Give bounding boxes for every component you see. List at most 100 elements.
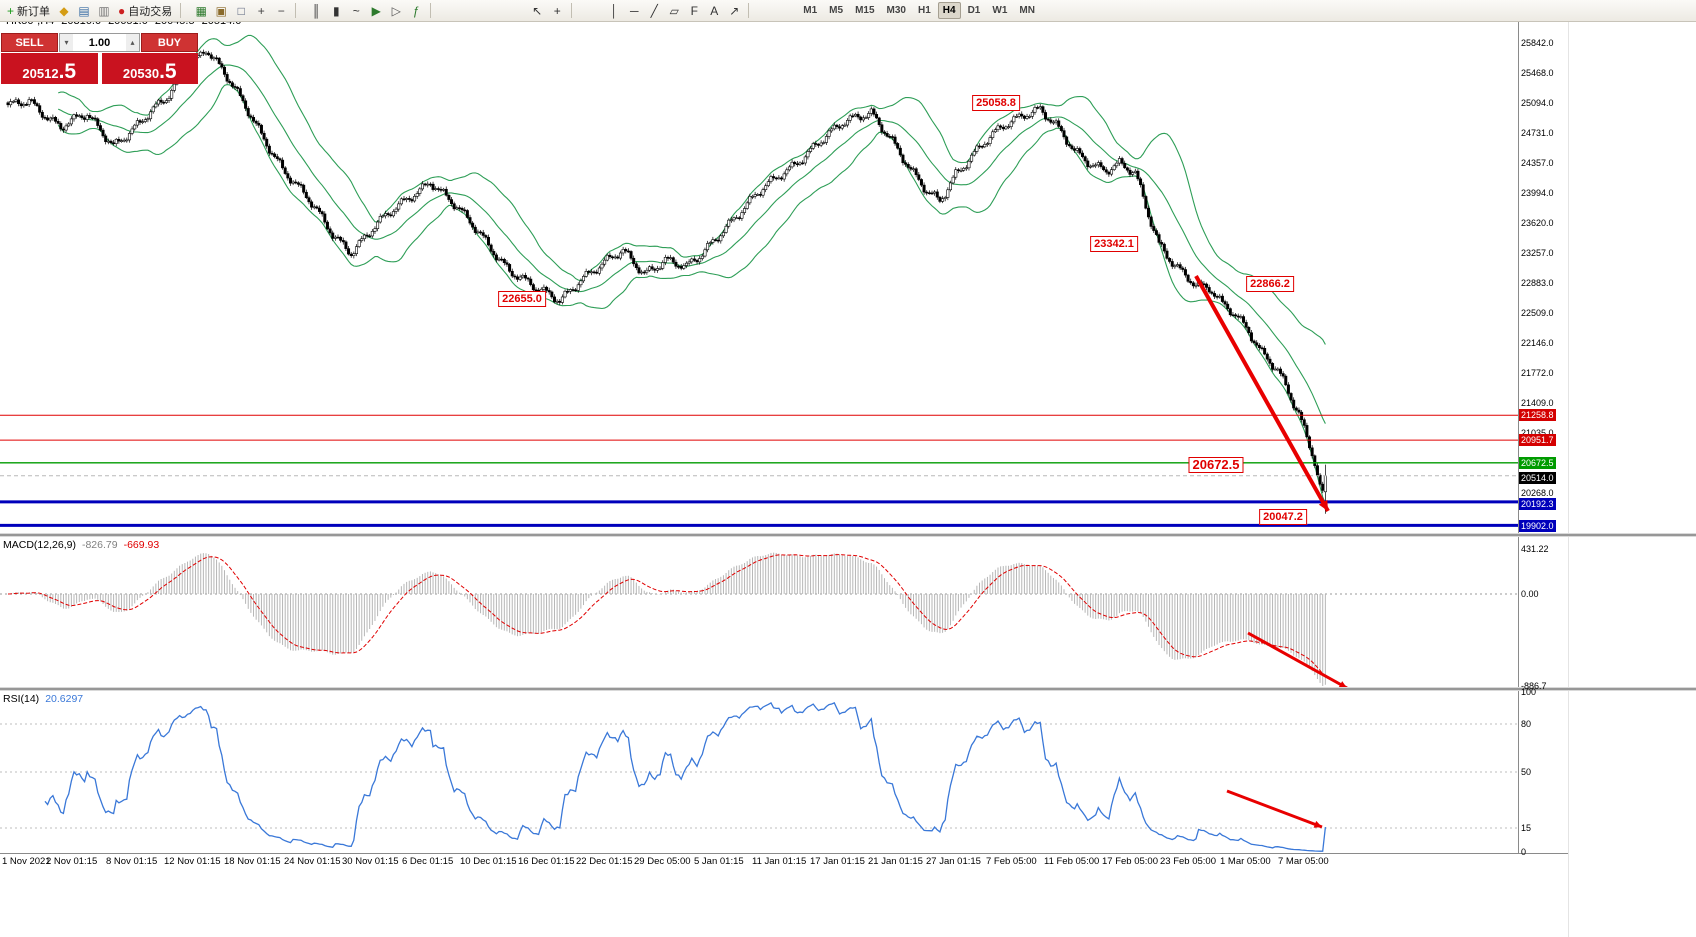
macd-signal-line — [7, 554, 1326, 677]
price-scale-border — [1518, 22, 1519, 853]
macd-indicator-pane[interactable] — [0, 537, 1696, 687]
new-order-button[interactable]: + 新订单 — [3, 1, 54, 20]
time-axis-label: 16 Dec 01:15 — [518, 856, 575, 867]
candlestick-mode-button[interactable]: ▮ — [326, 1, 346, 20]
text-label-icon: A — [710, 3, 719, 18]
arrows-tool-button[interactable]: ↗ — [724, 1, 744, 20]
time-axis-label: 2 Nov 01:15 — [46, 856, 98, 867]
time-axis-label: 22 Dec 01:15 — [576, 856, 633, 867]
metaeditor-icon: ◆ — [59, 3, 69, 18]
indicators-list-button[interactable]: ƒ — [406, 1, 426, 20]
bar-chart-mode-button[interactable]: ║ — [306, 1, 326, 20]
volume-decrease-button[interactable]: ▾ — [60, 34, 73, 51]
auto-scroll-button[interactable]: ▶ — [366, 1, 386, 20]
timeframe-mn-button[interactable]: MN — [1019, 5, 1035, 16]
time-axis-label: 27 Jan 01:15 — [926, 856, 981, 867]
metaeditor-button[interactable]: ◆ — [54, 1, 74, 20]
chart-shift-icon: ▷ — [391, 3, 401, 18]
main-toolbar: + 新订单 ◆ ▤ ▥ ● 自动交易 ▦ ▣ □ + − ║ ▮ ~ ▶ ▷ ƒ ↖ + │ ─ ╱ ▱ F A ↗ M1 M5 M15 M… — [0, 0, 1696, 22]
macd-header: MACD(12,26,9) -826.79 -669.93 — [3, 539, 165, 551]
trend-arrow[interactable] — [1194, 275, 1330, 512]
rsi-name: RSI(14) — [3, 693, 40, 705]
chart-shift-button[interactable]: ▷ — [386, 1, 406, 20]
text-label-button[interactable]: A — [704, 1, 724, 20]
time-axis-label: 18 Nov 01:15 — [224, 856, 281, 867]
toolbar-separator — [571, 3, 573, 18]
fibonacci-icon: F — [690, 3, 698, 18]
time-axis-label: 23 Feb 05:00 — [1160, 856, 1216, 867]
trendline-icon: ╱ — [650, 3, 658, 18]
zoom-out-icon: − — [277, 3, 285, 18]
market-watch-button[interactable]: ▤ — [74, 1, 94, 20]
rsi-line — [44, 702, 1327, 852]
bollinger-bands — [57, 34, 1326, 504]
time-axis-label: 10 Dec 01:15 — [460, 856, 517, 867]
sell-price-dec: .5 — [58, 60, 77, 83]
autotrading-label: 自动交易 — [128, 5, 173, 18]
timeframe-m1-button[interactable]: M1 — [803, 5, 818, 16]
new-chart-button[interactable]: ▦ — [191, 1, 211, 20]
autotrading-icon: ● — [118, 3, 126, 18]
pane-splitter[interactable] — [0, 533, 1696, 537]
candles — [6, 49, 1327, 514]
time-axis-label: 17 Jan 01:15 — [810, 856, 865, 867]
timeframe-w1-button[interactable]: W1 — [992, 5, 1008, 16]
timeframe-m30-button[interactable]: M30 — [886, 5, 906, 16]
zoom-in-icon: + — [257, 3, 265, 18]
time-axis-label: 7 Feb 05:00 — [986, 856, 1037, 867]
time-axis-label: 6 Dec 01:15 — [402, 856, 454, 867]
arrows-tool-icon: ↗ — [729, 3, 740, 18]
timeframe-h1-button[interactable]: H1 — [917, 5, 931, 16]
tile-windows-button[interactable]: □ — [231, 1, 251, 20]
toolbar-separator — [180, 3, 182, 18]
rsi-indicator-pane[interactable] — [0, 691, 1696, 853]
new-chart-icon: ▦ — [195, 3, 207, 18]
timeframe-m15-button[interactable]: M15 — [855, 5, 875, 16]
macd-name: MACD(12,26,9) — [3, 539, 76, 551]
sell-price-display[interactable]: 20512.5 — [1, 53, 98, 84]
volume-input[interactable] — [73, 34, 126, 51]
horizontal-line-icon: ─ — [630, 3, 639, 18]
time-axis-label: 1 Nov 2021 — [2, 856, 51, 867]
time-axis-border — [0, 853, 1568, 854]
crosshair-button[interactable]: + — [547, 1, 567, 20]
tile-windows-icon: □ — [237, 3, 245, 18]
cursor-icon: ↖ — [532, 3, 543, 18]
fibonacci-button[interactable]: F — [684, 1, 704, 20]
toolbar-separator — [748, 3, 750, 18]
zoom-in-button[interactable]: + — [251, 1, 271, 20]
buy-price-display[interactable]: 20530.5 — [101, 53, 198, 84]
zoom-out-button[interactable]: − — [271, 1, 291, 20]
horizontal-line-button[interactable]: ─ — [624, 1, 644, 20]
data-window-button[interactable]: ▥ — [94, 1, 114, 20]
window-gutter-border — [1568, 0, 1569, 937]
new-order-icon: + — [7, 3, 15, 18]
time-axis-label: 29 Dec 05:00 — [634, 856, 691, 867]
trendline-button[interactable]: ╱ — [644, 1, 664, 20]
sell-price-int: 20512 — [22, 66, 59, 81]
profiles-button[interactable]: ▣ — [211, 1, 231, 20]
volume-increase-button[interactable]: ▴ — [126, 34, 139, 51]
timeframe-m5-button[interactable]: M5 — [829, 5, 844, 16]
timeframe-h4-button[interactable]: H4 — [937, 2, 961, 19]
line-chart-mode-button[interactable]: ~ — [346, 1, 366, 20]
trend-arrow[interactable] — [1247, 631, 1348, 687]
trend-arrow[interactable] — [1226, 789, 1323, 829]
candlestick-mode-icon: ▮ — [332, 3, 340, 18]
sell-button[interactable]: SELL — [1, 33, 58, 52]
auto-scroll-icon: ▶ — [371, 3, 381, 18]
volume-control: ▾ ▴ — [59, 33, 140, 52]
buy-button[interactable]: BUY — [141, 33, 198, 52]
price-chart-pane[interactable] — [0, 22, 1696, 533]
timeframe-d1-button[interactable]: D1 — [967, 5, 981, 16]
pane-splitter[interactable] — [0, 687, 1696, 691]
vertical-line-button[interactable]: │ — [604, 1, 624, 20]
cursor-button[interactable]: ↖ — [527, 1, 547, 20]
time-axis-label: 11 Jan 01:15 — [752, 856, 807, 867]
autotrading-button[interactable]: ● 自动交易 — [114, 1, 176, 20]
time-axis-label: 24 Nov 01:15 — [284, 856, 341, 867]
vertical-line-icon: │ — [610, 3, 619, 18]
macd-histogram — [10, 552, 1326, 686]
equidistant-channel-button[interactable]: ▱ — [664, 1, 684, 20]
equidistant-channel-icon: ▱ — [669, 3, 679, 18]
